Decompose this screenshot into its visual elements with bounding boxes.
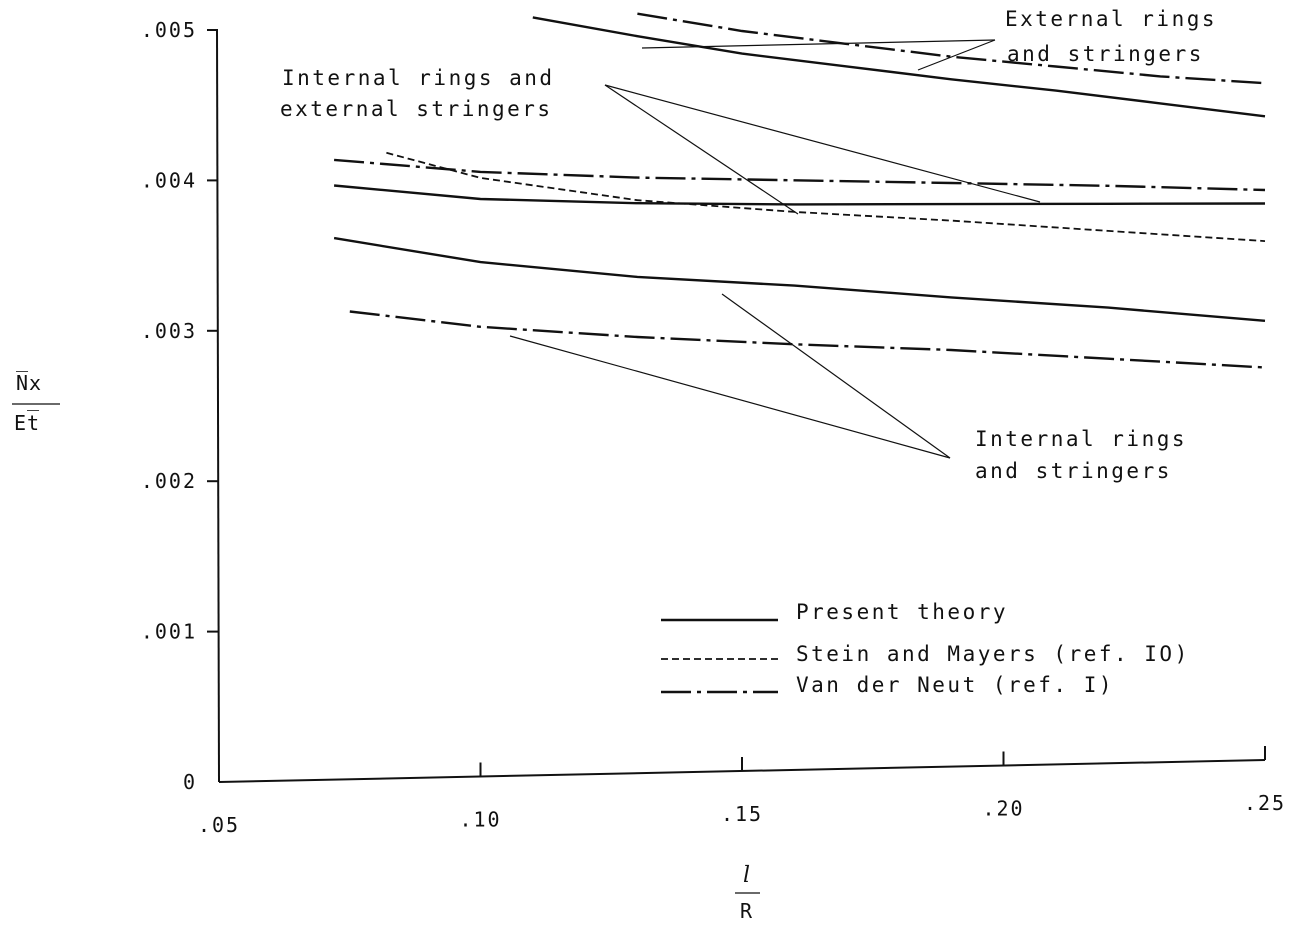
leader-internal-2 bbox=[509, 335, 951, 459]
x-axis-label: l R bbox=[735, 863, 760, 923]
y-tick-label: .002 bbox=[141, 469, 197, 493]
x-tick-label: .15 bbox=[721, 802, 763, 826]
series-line-1-dashdot bbox=[637, 12, 1266, 85]
y-axis-label-top: N̅x bbox=[16, 371, 42, 395]
annotation-external: External rings and stringers bbox=[641, 7, 1217, 71]
y-tick-label: .005 bbox=[141, 18, 197, 42]
series-line-5-solid bbox=[333, 236, 1266, 322]
y-tick-label: .001 bbox=[141, 620, 197, 644]
x-axis-label-bottom: R bbox=[740, 899, 753, 923]
y-ticks: 0 .001 .002 .003 .004 .005 bbox=[141, 18, 218, 794]
y-tick-label: .004 bbox=[141, 168, 197, 192]
y-axis-label-bottom: Et̅ bbox=[14, 411, 40, 435]
x-tick-label: .05 bbox=[198, 813, 240, 837]
leader-internal-external-2 bbox=[604, 84, 1041, 203]
series-line-4-dashed bbox=[386, 151, 1266, 242]
legend-label-stein-mayers: Stein and Mayers (ref. IO) bbox=[796, 642, 1190, 666]
x-tick-label: .25 bbox=[1244, 791, 1286, 815]
legend-label-van-der-neut: Van der Neut (ref. I) bbox=[796, 673, 1114, 697]
legend-label-present-theory: Present theory bbox=[796, 600, 1008, 624]
leader-external-1 bbox=[641, 39, 996, 49]
series-line-3-solid bbox=[333, 184, 1266, 206]
y-tick-label: 0 bbox=[183, 770, 197, 794]
x-tick-label: .20 bbox=[982, 797, 1024, 821]
y-axis bbox=[216, 29, 220, 783]
leader-internal-1 bbox=[721, 293, 951, 459]
series-line-2-dashdot bbox=[334, 158, 1266, 192]
annotation-external-line2: and stringers bbox=[1007, 42, 1204, 66]
y-axis-label: N̅x Et̅ bbox=[12, 371, 60, 435]
leader-internal-external-1 bbox=[604, 84, 799, 215]
x-tick-label: .10 bbox=[459, 808, 501, 832]
series-line-6-dashdot bbox=[349, 310, 1266, 369]
annotation-external-line1: External rings bbox=[1005, 7, 1217, 31]
leader-external-2 bbox=[917, 39, 996, 71]
annotation-internal-line2: and stringers bbox=[975, 459, 1172, 483]
y-tick-label: .003 bbox=[141, 319, 197, 343]
annotation-internal-external-line1: Internal rings and bbox=[282, 66, 555, 90]
x-axis-label-top: l bbox=[743, 863, 750, 888]
legend: Present theory Stein and Mayers (ref. IO… bbox=[661, 600, 1190, 697]
series-line-0-solid bbox=[532, 16, 1266, 118]
annotation-internal: Internal rings and stringers bbox=[509, 293, 1187, 483]
annotation-internal-line1: Internal rings bbox=[975, 427, 1187, 451]
annotation-internal-external: Internal rings and external stringers bbox=[280, 66, 1041, 215]
x-ticks: .05 .10 .15 .20 .25 bbox=[198, 746, 1286, 837]
annotation-internal-external-line2: external stringers bbox=[280, 97, 553, 121]
